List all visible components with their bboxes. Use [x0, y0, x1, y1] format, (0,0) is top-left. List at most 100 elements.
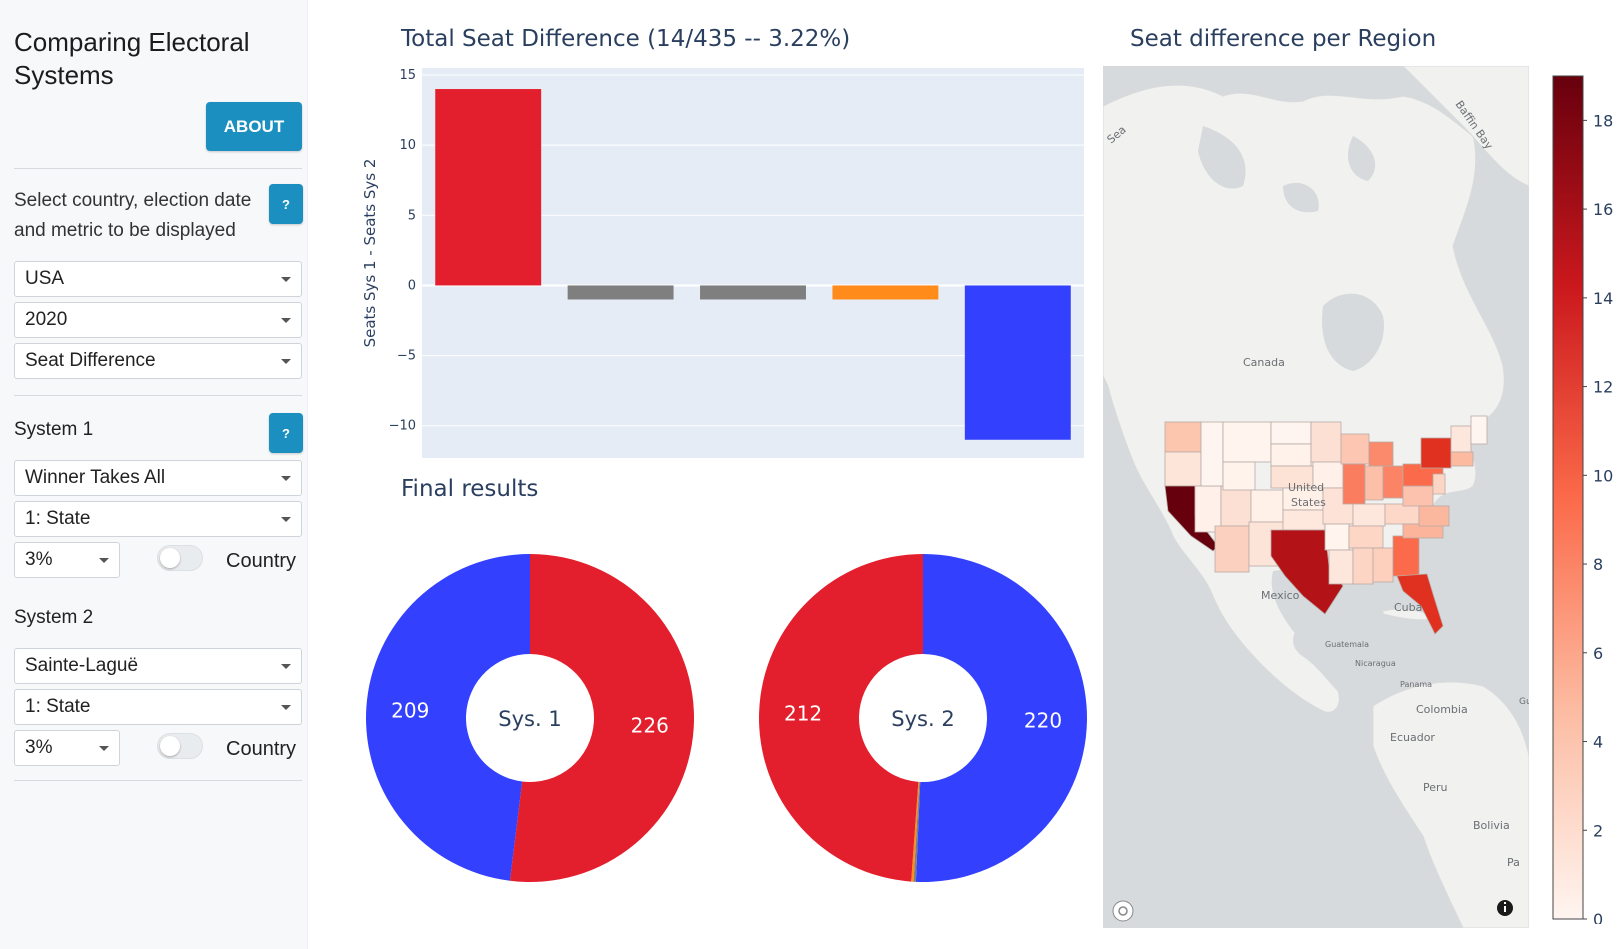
y-axis-title: Seats Sys 1 - Seats Sys 2 [361, 159, 379, 348]
map-label-pa: Pa [1507, 856, 1520, 869]
map-label-colombia: Colombia [1416, 703, 1468, 716]
system1-level-select[interactable]: 1: State [14, 501, 302, 537]
bar [964, 285, 1071, 440]
colorbar-tick-label: 2 [1593, 821, 1603, 840]
bar [435, 89, 542, 286]
mapbox-logo-inner [1118, 906, 1128, 916]
pie2-slice [913, 781, 921, 882]
pie-chart-sys2: 220 212 Sys. 2 [758, 554, 1088, 882]
sidebar: Comparing Electoral Systems ABOUT Select… [0, 0, 308, 949]
bar [567, 285, 674, 300]
results-title: Final results [401, 476, 539, 502]
system2-country-toggle[interactable] [157, 733, 203, 759]
system1-method-value: Winner Takes All [25, 467, 166, 488]
chevron-down-icon [281, 517, 291, 522]
system2-label: System 2 [14, 607, 94, 628]
map-label-gu: Gu [1519, 697, 1529, 707]
hudson-bay [1322, 293, 1384, 371]
system2-threshold-value: 3% [25, 737, 53, 758]
colorbar-tick-label: 16 [1593, 200, 1613, 219]
help-button-system1[interactable]: ? [269, 413, 303, 453]
colorbar-tick-label: 10 [1593, 466, 1613, 485]
map-label-cuba: Cuba [1394, 601, 1422, 614]
y-tick-label: 10 [399, 138, 416, 153]
colorbar-tick-label: 4 [1593, 733, 1603, 752]
map-label-ecuador: Ecuador [1390, 731, 1435, 744]
pie2-slice-label: 220 [1024, 709, 1062, 733]
pie2-slice [911, 781, 920, 882]
map-label-canada: Canada [1243, 356, 1285, 369]
colorbar-tick-label: 18 [1593, 111, 1613, 130]
bar-chart-title: Total Seat Difference (14/435 -- 3.22%) [401, 26, 851, 52]
pie2-slice [915, 554, 1088, 882]
system2-method-select[interactable]: Sainte-Laguë [14, 648, 302, 684]
bar-chart: 15 10 5 0 −5 −10 Seats Sys 1 - Seats Sys 2 [361, 68, 1084, 458]
system2-level-select[interactable]: 1: State [14, 689, 302, 725]
landmass-greenland [1402, 66, 1529, 187]
chevron-down-icon [281, 318, 291, 323]
chevron-down-icon [281, 705, 291, 710]
help-button-selection[interactable]: ? [269, 184, 303, 224]
map-label-panama: Panama [1400, 680, 1432, 689]
info-icon-dot [1504, 902, 1506, 904]
pie2-slice [758, 554, 923, 882]
about-button[interactable]: ABOUT [206, 102, 302, 151]
chevron-down-icon [281, 664, 291, 669]
pie1-slice [509, 554, 694, 882]
system2-threshold-select[interactable]: 3% [14, 730, 120, 766]
bar [832, 285, 939, 300]
map-label-states: States [1291, 496, 1326, 509]
map-label-peru: Peru [1423, 781, 1448, 794]
system2-level-value: 1: State [25, 696, 91, 717]
mapbox-logo-icon[interactable] [1112, 900, 1134, 922]
system2-method-value: Sainte-Laguë [25, 655, 139, 676]
map-label-nicaragua: Nicaragua [1355, 659, 1396, 668]
colorbar-tick-label: 8 [1593, 555, 1603, 574]
system2-country-label: Country [226, 738, 297, 760]
pie-chart-sys1: 226 209 Sys. 1 [365, 554, 694, 882]
help-text: Select country, election date and metric… [14, 190, 252, 241]
y-tick-label: 0 [408, 278, 416, 293]
divider [14, 395, 302, 396]
us-states[interactable] [1164, 415, 1488, 635]
landmass-south-america [1372, 681, 1529, 928]
divider [14, 168, 302, 169]
country-select-value: USA [25, 268, 65, 289]
metric-select[interactable]: Seat Difference [14, 343, 302, 379]
toggle-knob [160, 736, 180, 756]
chevron-down-icon [281, 476, 291, 481]
y-tick-label: −10 [389, 419, 416, 434]
chevron-down-icon [99, 558, 109, 563]
system1-label: System 1 [14, 419, 94, 440]
map-label-bolivia: Bolivia [1473, 819, 1510, 832]
info-icon-stem [1504, 906, 1506, 912]
toggle-knob [160, 548, 180, 568]
system1-threshold-value: 3% [25, 549, 53, 570]
colorbar: 0 2 4 6 8 10 12 14 16 18 [1552, 75, 1613, 929]
year-select[interactable]: 2020 [14, 302, 302, 338]
y-tick-label: 5 [408, 208, 416, 223]
colorbar-tick-label: 0 [1593, 910, 1603, 924]
system1-country-toggle[interactable] [157, 545, 203, 571]
chevron-down-icon [281, 277, 291, 282]
chevron-down-icon [281, 359, 291, 364]
year-select-value: 2020 [25, 309, 68, 330]
pie1-slice-label: 226 [631, 713, 669, 737]
system1-method-select[interactable]: Winner Takes All [14, 460, 302, 496]
y-tick-label: −5 [397, 349, 416, 364]
colorbar-tick-label: 6 [1593, 644, 1603, 663]
choropleth-map[interactable]: Canada United States Mexico Cuba Guatema… [1103, 66, 1529, 928]
system1-country-label: Country [226, 550, 297, 572]
colorbar-tick-label: 14 [1593, 289, 1613, 308]
map-label-united: United [1288, 481, 1324, 494]
map-title: Seat difference per Region [1130, 26, 1437, 52]
pie2-slice-label: 212 [784, 702, 822, 726]
pie1-center-label: Sys. 1 [498, 707, 561, 731]
system1-threshold-select[interactable]: 3% [14, 542, 120, 578]
bar [700, 285, 806, 300]
country-select[interactable]: USA [14, 261, 302, 297]
divider [14, 780, 302, 781]
map-label-mexico: Mexico [1261, 589, 1300, 602]
chevron-down-icon [99, 746, 109, 751]
arctic-islands [1198, 126, 1376, 213]
